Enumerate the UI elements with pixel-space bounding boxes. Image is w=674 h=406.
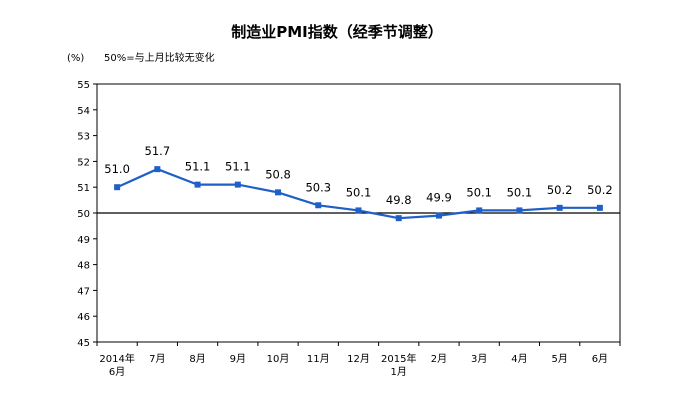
x-tick-label: 2014年 6月 xyxy=(99,352,134,378)
data-label: 50.8 xyxy=(265,167,291,181)
data-point xyxy=(114,184,121,191)
data-point xyxy=(315,202,322,209)
y-axis-unit: (%) xyxy=(67,53,84,64)
x-tick-label: 7月 xyxy=(149,353,165,365)
chart-note: 50%=与上月比较无变化 xyxy=(104,51,215,64)
x-tick-label: 12月 xyxy=(347,353,370,365)
x-tick-label: 8月 xyxy=(189,353,205,365)
data-point xyxy=(395,215,402,222)
data-label: 49.9 xyxy=(426,191,452,205)
data-point xyxy=(556,204,563,211)
x-tick-label: 2015年 1月 xyxy=(381,352,416,378)
data-label: 50.2 xyxy=(547,183,573,197)
y-tick-label: 50 xyxy=(77,209,90,220)
x-tick-label: 10月 xyxy=(267,353,290,365)
data-point xyxy=(154,166,161,173)
data-label: 50.3 xyxy=(305,180,331,194)
data-label: 51.0 xyxy=(104,162,130,176)
y-tick-label: 45 xyxy=(77,338,90,349)
data-point xyxy=(355,207,362,214)
x-tick-label: 2月 xyxy=(431,353,447,365)
data-label: 50.1 xyxy=(507,185,533,199)
x-tick-label: 5月 xyxy=(551,353,567,365)
y-tick-label: 47 xyxy=(77,286,90,297)
data-label: 50.1 xyxy=(346,185,372,199)
plot-area: 45 46 47 48 49 50 51 52 53 54 55 2014年 6月 7月 8月 9月 10月 11… xyxy=(77,80,621,378)
x-tick-label: 3月 xyxy=(471,353,487,365)
data-label: 50.1 xyxy=(466,185,492,199)
y-tick-label: 46 xyxy=(77,312,90,323)
chart-title: 制造业PMI指数（经季节调整） xyxy=(231,23,443,41)
data-label: 51.7 xyxy=(145,144,171,158)
x-tick-label: 9月 xyxy=(230,353,246,365)
data-point xyxy=(234,181,241,188)
data-point xyxy=(476,207,483,214)
data-point xyxy=(194,181,201,188)
y-tick-label: 53 xyxy=(77,132,90,143)
y-tick-label: 51 xyxy=(77,183,90,194)
data-label: 51.1 xyxy=(185,160,211,174)
data-point xyxy=(275,189,282,196)
data-label: 50.2 xyxy=(587,183,613,197)
x-tick-label: 6月 xyxy=(592,353,608,365)
data-point xyxy=(516,207,523,214)
data-label: 49.8 xyxy=(386,193,412,207)
y-tick-label: 52 xyxy=(77,157,90,168)
x-tick-label: 11月 xyxy=(307,353,330,365)
y-tick-label: 55 xyxy=(77,80,90,91)
data-point xyxy=(435,212,442,219)
y-tick-label: 54 xyxy=(77,106,90,117)
y-tick-label: 48 xyxy=(77,261,90,272)
data-label: 51.1 xyxy=(225,160,251,174)
data-point xyxy=(596,204,603,211)
y-tick-label: 49 xyxy=(77,235,90,246)
x-tick-label: 4月 xyxy=(511,353,527,365)
